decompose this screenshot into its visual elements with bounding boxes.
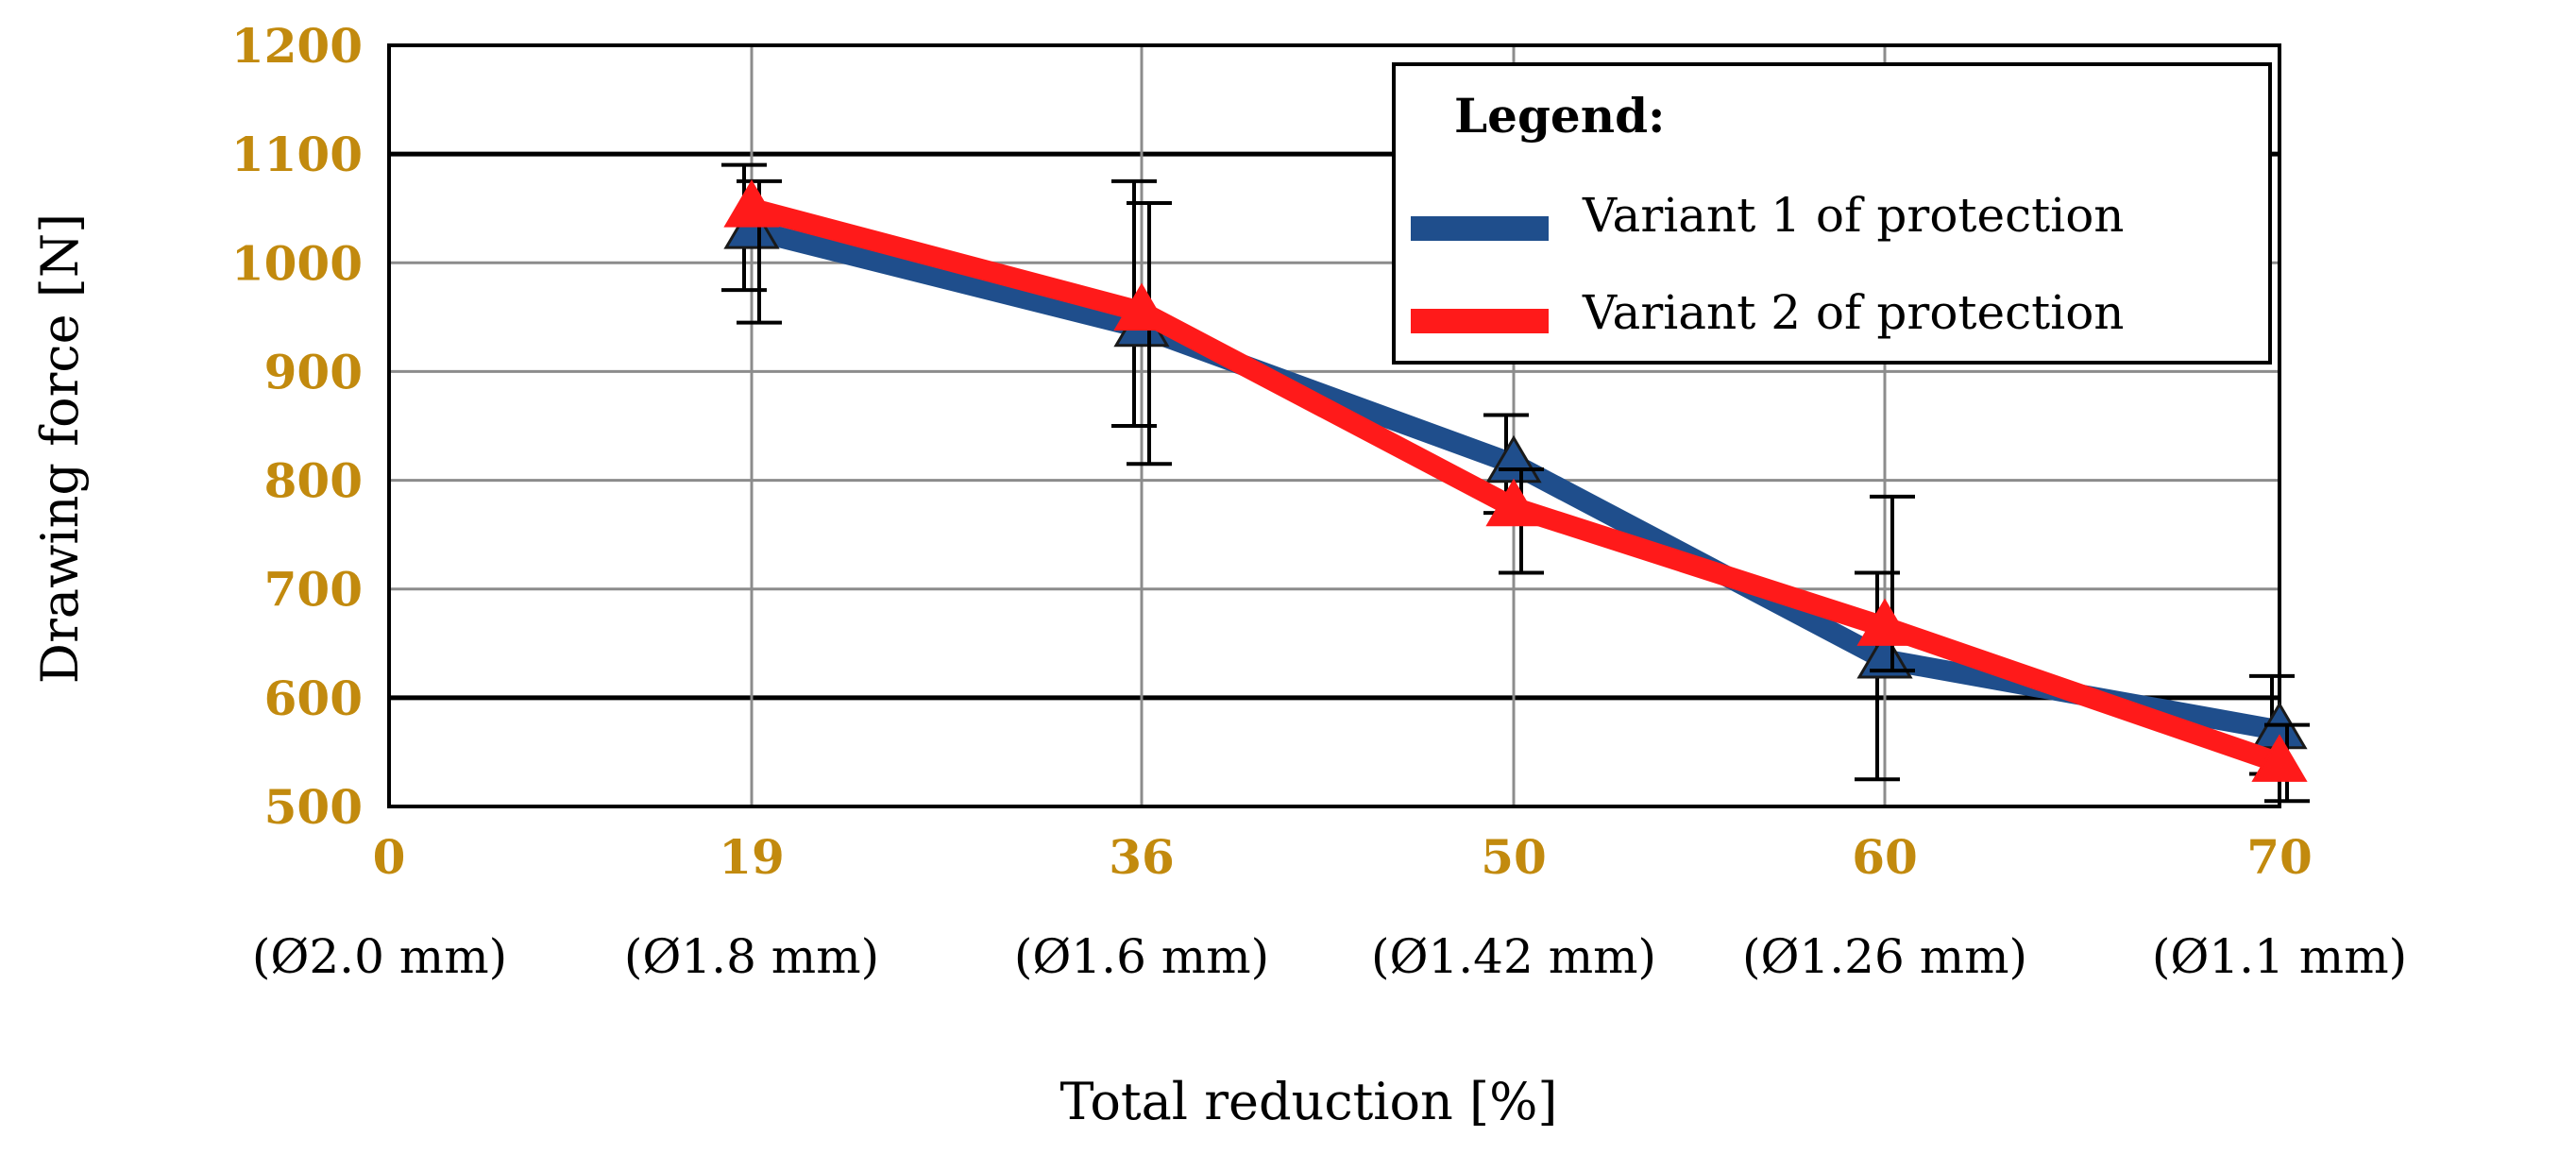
x-tick-label-0: 0 xyxy=(373,829,406,885)
x-tick-label-50: 50 xyxy=(1481,829,1547,885)
x-sublabel-36: (Ø1.6 mm) xyxy=(1014,929,1269,984)
y-axis-title: Drawing force [N] xyxy=(30,213,90,684)
y-tick-label-600: 600 xyxy=(264,670,363,726)
x-tick-label-19: 19 xyxy=(719,829,785,885)
x-sublabel-70: (Ø1.1 mm) xyxy=(2152,929,2407,984)
y-tick-label-500: 500 xyxy=(264,779,363,835)
legend-label-variant-2: Variant 2 of protection xyxy=(1582,285,2125,340)
x-sublabel-0: (Ø2.0 mm) xyxy=(252,929,507,984)
series-2 xyxy=(723,178,2310,804)
y-tick-label-700: 700 xyxy=(264,562,363,618)
point-variant-2-36 xyxy=(1113,282,1170,331)
plot-frame xyxy=(387,43,2281,808)
x-tick-label-36: 36 xyxy=(1109,829,1175,885)
point-variant-2-19 xyxy=(723,179,780,228)
point-variant-2-70 xyxy=(2251,734,2308,782)
legend: Legend: Variant 1 of protection Variant … xyxy=(1392,62,2272,365)
point-variant-2-50 xyxy=(1485,478,1542,527)
x-sublabel-60: (Ø1.26 mm) xyxy=(1742,929,2027,984)
x-sublabel-19: (Ø1.8 mm) xyxy=(624,929,879,984)
series xyxy=(721,162,2310,804)
x-tick-label-60: 60 xyxy=(1852,829,1918,885)
legend-label-variant-1: Variant 1 of protection xyxy=(1582,188,2125,243)
y-tick-label-800: 800 xyxy=(264,453,363,509)
point-variant-1-60 xyxy=(1856,630,1913,679)
legend-title: Legend: xyxy=(1454,88,1666,144)
y-tick-label-1000: 1000 xyxy=(231,235,363,291)
x-tick-label-70: 70 xyxy=(2246,829,2313,885)
x-axis-title: Total reduction [%] xyxy=(1060,1072,1558,1131)
x-sublabel-50: (Ø1.42 mm) xyxy=(1371,929,1656,984)
y-tick-label-1200: 1200 xyxy=(231,18,363,74)
point-variant-2-60 xyxy=(1856,598,1913,646)
y-tick-label-900: 900 xyxy=(264,344,363,399)
y-tick-label-1100: 1100 xyxy=(231,127,363,182)
axes: 500 600 700 800 900 1000 1100 1200 0 (Ø2.0 mm) 19 (… xyxy=(231,18,2407,984)
